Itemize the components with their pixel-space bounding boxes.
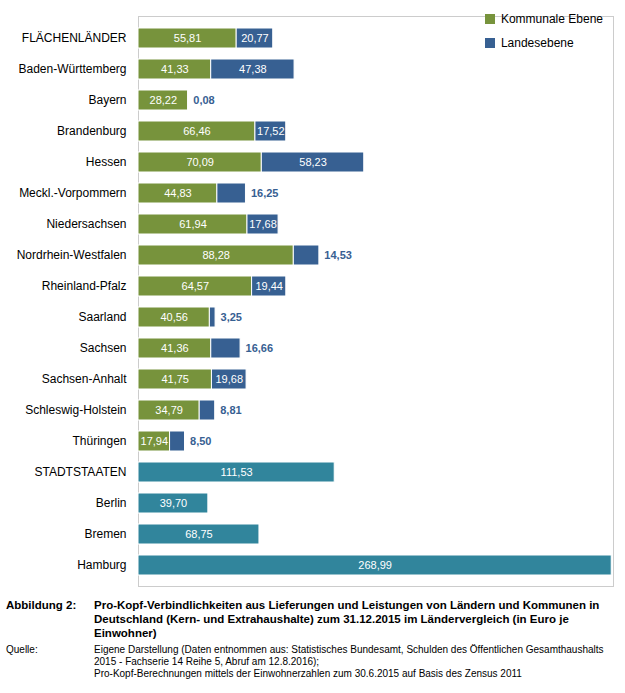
svg-text:Thüringen: Thüringen xyxy=(72,434,126,448)
svg-text:16,66: 16,66 xyxy=(246,342,274,354)
html-text:Pro-Kopf-Berechnungen mittels: Pro-Kopf-Berechnungen mittels der Einwoh… xyxy=(94,668,522,679)
html-text:Quelle:: Quelle: xyxy=(6,644,38,655)
svg-text:44,83: 44,83 xyxy=(164,187,192,199)
svg-text:Baden-Württemberg: Baden-Württemberg xyxy=(18,62,126,76)
svg-text:58,23: 58,23 xyxy=(299,156,327,168)
svg-text:8,81: 8,81 xyxy=(220,404,241,416)
svg-text:39,70: 39,70 xyxy=(160,497,188,509)
svg-text:Sachsen-Anhalt: Sachsen-Anhalt xyxy=(42,372,127,386)
svg-text:Bayern: Bayern xyxy=(88,93,126,107)
svg-text:41,36: 41,36 xyxy=(161,342,189,354)
svg-text:41,33: 41,33 xyxy=(161,63,189,75)
svg-text:34,79: 34,79 xyxy=(155,404,183,416)
svg-text:0,08: 0,08 xyxy=(193,94,214,106)
svg-text:Schleswig-Holstein: Schleswig-Holstein xyxy=(25,403,126,417)
svg-text:55,81: 55,81 xyxy=(174,32,202,44)
html-text:Landesebene: Landesebene xyxy=(500,36,574,50)
svg-text:Saarland: Saarland xyxy=(78,310,126,324)
svg-text:20,77: 20,77 xyxy=(241,32,269,44)
svg-text:40,56: 40,56 xyxy=(160,311,188,323)
svg-text:Brandenburg: Brandenburg xyxy=(57,124,126,138)
svg-text:Nordrhein-Westfalen: Nordrhein-Westfalen xyxy=(17,248,127,262)
svg-text:66,46: 66,46 xyxy=(183,125,211,137)
svg-text:3,25: 3,25 xyxy=(221,311,242,323)
html-text:Eigene Darstellung (Daten entn: Eigene Darstellung (Daten entnommen aus:… xyxy=(94,644,604,667)
svg-text:14,53: 14,53 xyxy=(324,249,352,261)
html-text:Abbildung 2:: Abbildung 2: xyxy=(6,599,77,611)
svg-text:19,68: 19,68 xyxy=(215,373,243,385)
svg-text:47,38: 47,38 xyxy=(239,63,267,75)
svg-text:61,94: 61,94 xyxy=(179,218,207,230)
svg-text:17,52: 17,52 xyxy=(257,125,285,137)
svg-text:Hessen: Hessen xyxy=(86,155,127,169)
html-text:Kommunale Ebene: Kommunale Ebene xyxy=(500,12,603,26)
svg-text:70,09: 70,09 xyxy=(186,156,214,168)
svg-text:17,94: 17,94 xyxy=(141,435,169,447)
svg-text:Berlin: Berlin xyxy=(96,496,127,510)
svg-text:Rheinland-Pfalz: Rheinland-Pfalz xyxy=(42,279,127,293)
html-text:Pro-Kopf-Verbindlichkeiten aus: Pro-Kopf-Verbindlichkeiten aus Lieferung… xyxy=(94,599,600,639)
svg-text:268,99: 268,99 xyxy=(358,559,392,571)
svg-text:88,28: 88,28 xyxy=(202,249,230,261)
svg-text:Bremen: Bremen xyxy=(84,527,126,541)
svg-text:Meckl.-Vorpommern: Meckl.-Vorpommern xyxy=(19,186,126,200)
svg-text:64,57: 64,57 xyxy=(182,280,210,292)
svg-text:28,22: 28,22 xyxy=(150,94,178,106)
svg-text:Hamburg: Hamburg xyxy=(77,558,126,572)
svg-text:Niedersachsen: Niedersachsen xyxy=(46,217,126,231)
svg-text:16,25: 16,25 xyxy=(251,187,279,199)
svg-text:8,50: 8,50 xyxy=(190,435,211,447)
svg-text:41,75: 41,75 xyxy=(161,373,189,385)
svg-text:17,68: 17,68 xyxy=(249,218,277,230)
svg-text:68,75: 68,75 xyxy=(185,528,213,540)
svg-text:STADTSTAATEN: STADTSTAATEN xyxy=(34,465,126,479)
svg-text:111,53: 111,53 xyxy=(221,466,253,478)
svg-text:Sachsen: Sachsen xyxy=(80,341,127,355)
svg-text:19,44: 19,44 xyxy=(255,280,283,292)
svg-text:FLÄCHENLÄNDER: FLÄCHENLÄNDER xyxy=(22,31,127,45)
